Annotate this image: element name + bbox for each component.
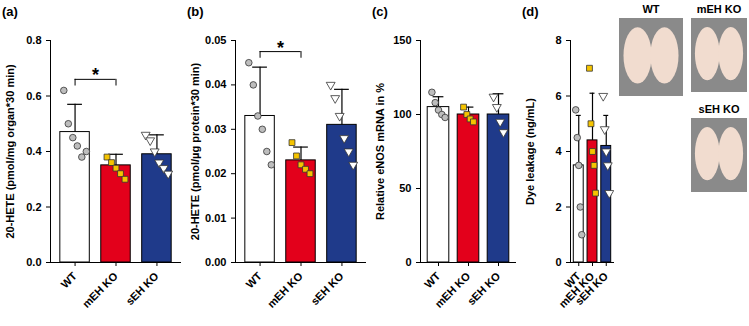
svg-text:sEH KO: sEH KO [573, 269, 611, 307]
svg-text:sEH KO: sEH KO [699, 103, 740, 115]
svg-text:*: * [277, 38, 284, 58]
svg-text:0.00: 0.00 [205, 256, 226, 268]
html-text:(b): (b) [187, 4, 204, 19]
svg-text:0: 0 [555, 256, 561, 268]
svg-text:0.03: 0.03 [205, 123, 226, 135]
svg-text:50: 50 [399, 182, 411, 194]
svg-text:0.6: 0.6 [26, 90, 41, 102]
svg-text:0.01: 0.01 [205, 212, 226, 224]
svg-text:WT: WT [422, 270, 443, 291]
html-text:(a): (a) [2, 4, 18, 19]
html-text:(d): (d) [522, 4, 539, 19]
svg-text:0.8: 0.8 [26, 34, 41, 46]
svg-text:Relative eNOS mRNA in %: Relative eNOS mRNA in % [374, 83, 386, 220]
svg-text:8: 8 [555, 34, 561, 46]
svg-text:20-HETE (pmol/mg organ*30 min): 20-HETE (pmol/mg organ*30 min) [4, 64, 16, 239]
svg-text:mEH KO: mEH KO [432, 269, 472, 309]
svg-text:*: * [92, 65, 99, 85]
svg-text:mEH KO: mEH KO [265, 269, 305, 309]
svg-text:150: 150 [393, 34, 411, 46]
svg-text:mEH KO: mEH KO [80, 269, 120, 309]
svg-text:6: 6 [555, 90, 561, 102]
svg-text:WT: WT [642, 3, 659, 15]
svg-text:mEH KO: mEH KO [556, 269, 597, 310]
svg-text:0.2: 0.2 [26, 201, 41, 213]
svg-text:Dye leakage (ng/mL): Dye leakage (ng/mL) [524, 98, 536, 205]
svg-text:2: 2 [555, 201, 561, 213]
svg-text:0.0: 0.0 [26, 256, 41, 268]
svg-text:0.04: 0.04 [205, 78, 227, 90]
svg-text:sEH KO: sEH KO [465, 269, 503, 307]
svg-text:WT: WT [243, 270, 264, 291]
html-text:(c): (c) [372, 4, 388, 19]
svg-text:mEH KO: mEH KO [697, 3, 742, 15]
svg-text:0.02: 0.02 [205, 167, 226, 179]
svg-text:WT: WT [562, 269, 583, 291]
svg-text:100: 100 [393, 108, 411, 120]
svg-text:20-HETE (pmol/µg protein*30 mi: 20-HETE (pmol/µg protein*30 min) [189, 62, 201, 240]
svg-text:0: 0 [405, 256, 411, 268]
svg-text:WT: WT [58, 270, 79, 291]
svg-text:sEH KO: sEH KO [123, 269, 161, 307]
svg-text:4: 4 [555, 145, 562, 157]
svg-text:sEH KO: sEH KO [308, 269, 346, 307]
svg-text:0.4: 0.4 [26, 145, 42, 157]
svg-text:0.05: 0.05 [205, 34, 226, 46]
